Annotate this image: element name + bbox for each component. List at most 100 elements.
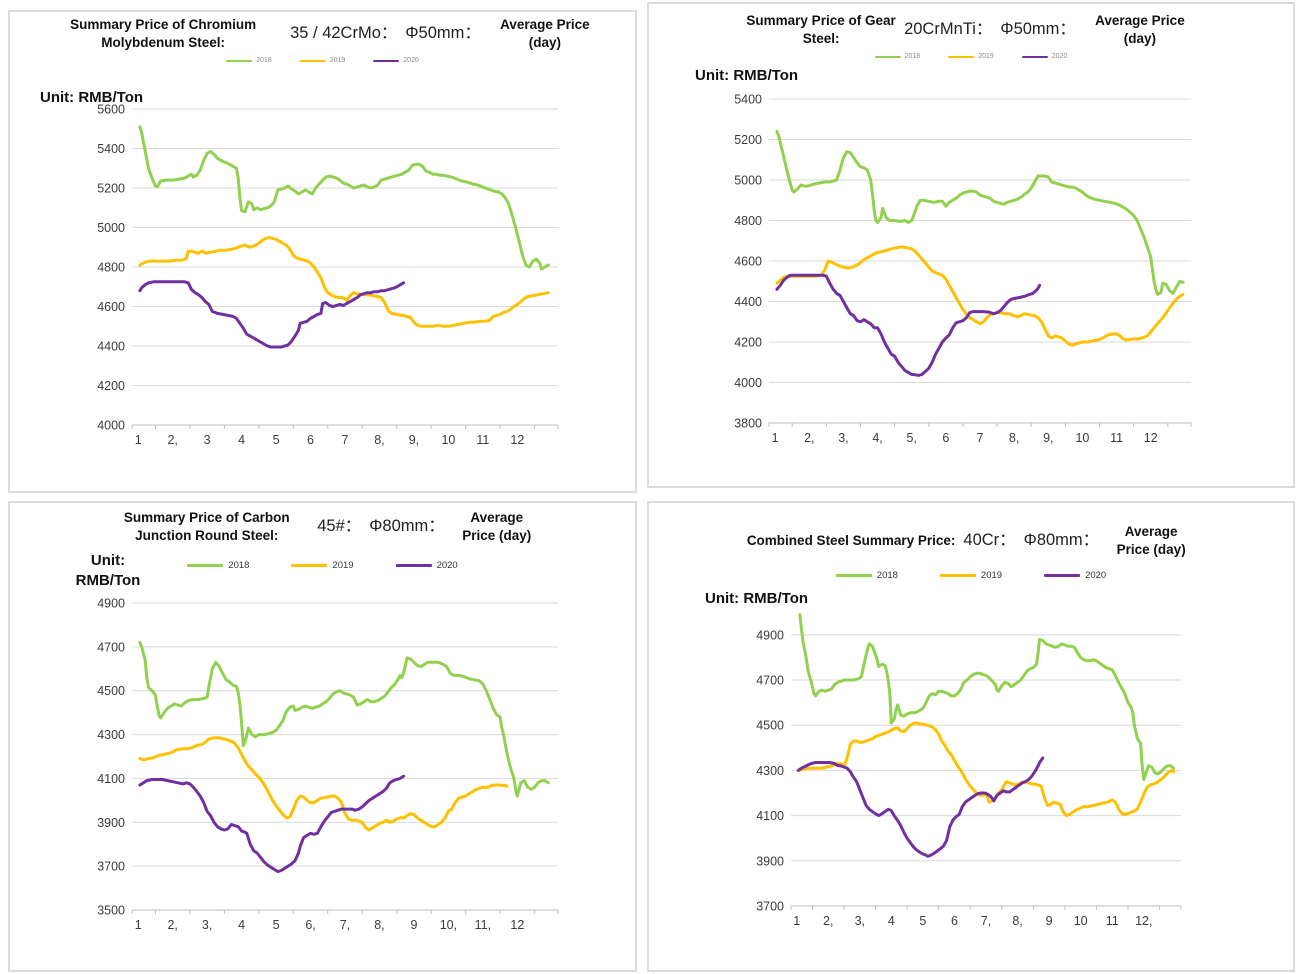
svg-text:4100: 4100 — [756, 809, 784, 823]
svg-text:4700: 4700 — [756, 674, 784, 688]
svg-text:4000: 4000 — [97, 419, 125, 433]
legend-item-2018: 2018 — [226, 57, 272, 64]
legend-2018-swatch — [835, 574, 872, 578]
svg-text:9: 9 — [410, 918, 417, 932]
svg-text:5000: 5000 — [97, 221, 125, 235]
svg-text:11: 11 — [1110, 431, 1123, 445]
legend-item-2018: 2018 — [835, 570, 898, 582]
svg-text:6: 6 — [942, 431, 949, 445]
chart-title-size: Φ50mm： — [1000, 19, 1076, 38]
svg-text:6: 6 — [951, 914, 958, 928]
svg-text:9: 9 — [1046, 914, 1053, 928]
svg-text:11: 11 — [1106, 914, 1119, 928]
svg-text:4100: 4100 — [97, 772, 125, 786]
svg-text:10: 10 — [441, 433, 455, 447]
svg-text:4500: 4500 — [97, 684, 125, 698]
svg-text:4: 4 — [238, 918, 245, 932]
legend-item-2018: 2018 — [874, 53, 920, 60]
chart-title-average: Average Price (day) — [462, 510, 532, 543]
legend-2019-label: 2019 — [329, 57, 346, 65]
svg-text:4900: 4900 — [756, 628, 784, 642]
legend-item-2019: 2019 — [939, 570, 1003, 582]
svg-text:1: 1 — [135, 918, 142, 932]
svg-text:9,: 9, — [409, 433, 419, 447]
chart-title-average: Average Price (day) — [1095, 13, 1185, 46]
chart-panel-chromium-molybdenum: Summary Price of Chromium Molybdenum Ste… — [8, 10, 637, 493]
chart-title-size: Φ80mm： — [1023, 530, 1100, 549]
svg-text:3,: 3, — [202, 918, 212, 932]
legend-item-2019: 2019 — [291, 560, 354, 572]
legend-item-2019: 2019 — [299, 57, 346, 65]
svg-text:4600: 4600 — [734, 255, 762, 269]
line-chart: 4000 4200 4400 4600 4800 5000 5200 5400 5600 1 2, 3… — [97, 103, 559, 447]
svg-text:11: 11 — [476, 433, 489, 447]
svg-text:4400: 4400 — [97, 340, 125, 354]
svg-text:4800: 4800 — [734, 214, 762, 228]
svg-text:4200: 4200 — [97, 379, 125, 393]
svg-text:3,: 3, — [855, 914, 865, 928]
unit-label: Unit: RMB/Ton — [705, 590, 809, 607]
svg-text:12: 12 — [510, 433, 524, 447]
legend-2018-swatch — [187, 564, 224, 568]
svg-text:7: 7 — [977, 431, 984, 445]
chart-legend: 2018 2019 2020 — [10, 57, 635, 64]
svg-text:4900: 4900 — [97, 597, 125, 611]
legend-2019-swatch — [939, 574, 976, 578]
legend-2018-label: 2018 — [876, 570, 898, 582]
chart-legend: 2018 2019 2020 — [649, 53, 1293, 60]
chart-title-size: Φ50mm： — [405, 23, 481, 42]
legend-2020-label: 2020 — [1085, 570, 1107, 582]
svg-text:4300: 4300 — [756, 764, 784, 778]
chart-panel-carbon-round-steel: Summary Price of Carbon Junction Round S… — [8, 501, 637, 972]
svg-text:9,: 9, — [1043, 431, 1053, 445]
legend-2019-label: 2019 — [980, 570, 1003, 582]
svg-text:4300: 4300 — [97, 728, 125, 742]
svg-text:5: 5 — [273, 433, 280, 447]
svg-text:4800: 4800 — [97, 261, 125, 275]
legend-2018-label: 2018 — [228, 560, 250, 572]
svg-text:5200: 5200 — [97, 182, 125, 196]
legend-2019-swatch — [299, 59, 326, 62]
svg-text:3700: 3700 — [97, 860, 125, 874]
svg-text:4700: 4700 — [97, 640, 125, 654]
chart-title: Summary Price of Chromium Molybdenum Ste… — [10, 12, 635, 51]
unit-label: Unit: RMB/Ton — [75, 552, 141, 590]
svg-text:3900: 3900 — [97, 816, 125, 830]
svg-text:4400: 4400 — [734, 295, 762, 309]
svg-text:4500: 4500 — [756, 719, 784, 733]
unit-label: Unit: RMB/Ton — [40, 89, 144, 106]
svg-text:4,: 4, — [872, 431, 882, 445]
chart-title-grade: 20CrMnTi： — [904, 19, 993, 38]
chart-title-grade: 35 / 42CrMo： — [290, 23, 398, 42]
line-chart: 3800 4000 4200 4400 4600 4800 5000 5200 5400 1 2, 3… — [734, 93, 1192, 445]
legend-2019-label: 2019 — [332, 560, 354, 572]
svg-text:6,: 6, — [305, 918, 315, 932]
svg-text:8,: 8, — [1012, 914, 1022, 928]
chart-title: Summary Price of Gear Steel: 20CrMnTi： Φ… — [649, 4, 1293, 47]
svg-text:11,: 11, — [475, 918, 491, 932]
svg-text:4: 4 — [238, 433, 245, 447]
svg-text:12: 12 — [510, 918, 524, 932]
legend-2020-label: 2020 — [1051, 53, 1068, 61]
chart-title-grade: 40Cr： — [963, 530, 1016, 549]
svg-text:4000: 4000 — [734, 376, 762, 390]
legend-item-2018: 2018 — [187, 560, 249, 571]
unit-label: Unit: RMB/Ton — [695, 67, 799, 84]
legend-2018-swatch — [874, 55, 901, 58]
svg-text:8,: 8, — [1009, 431, 1019, 445]
legend-2019-label: 2019 — [978, 53, 994, 61]
svg-text:2,: 2, — [823, 914, 833, 928]
svg-text:4200: 4200 — [734, 336, 762, 350]
svg-text:4600: 4600 — [97, 300, 125, 314]
legend-2018-label: 2018 — [256, 57, 272, 65]
svg-text:3,: 3, — [838, 431, 848, 445]
svg-text:12,: 12, — [1135, 914, 1152, 928]
chart-title-name: Combined Steel Summary Price: — [746, 532, 956, 548]
svg-text:3700: 3700 — [756, 900, 784, 914]
svg-text:3: 3 — [204, 433, 211, 447]
svg-text:2,: 2, — [804, 431, 814, 445]
svg-text:2,: 2, — [167, 918, 177, 932]
legend-item-2020: 2020 — [1021, 53, 1068, 61]
legend-2020-label: 2020 — [436, 560, 458, 572]
svg-text:1: 1 — [793, 914, 800, 928]
